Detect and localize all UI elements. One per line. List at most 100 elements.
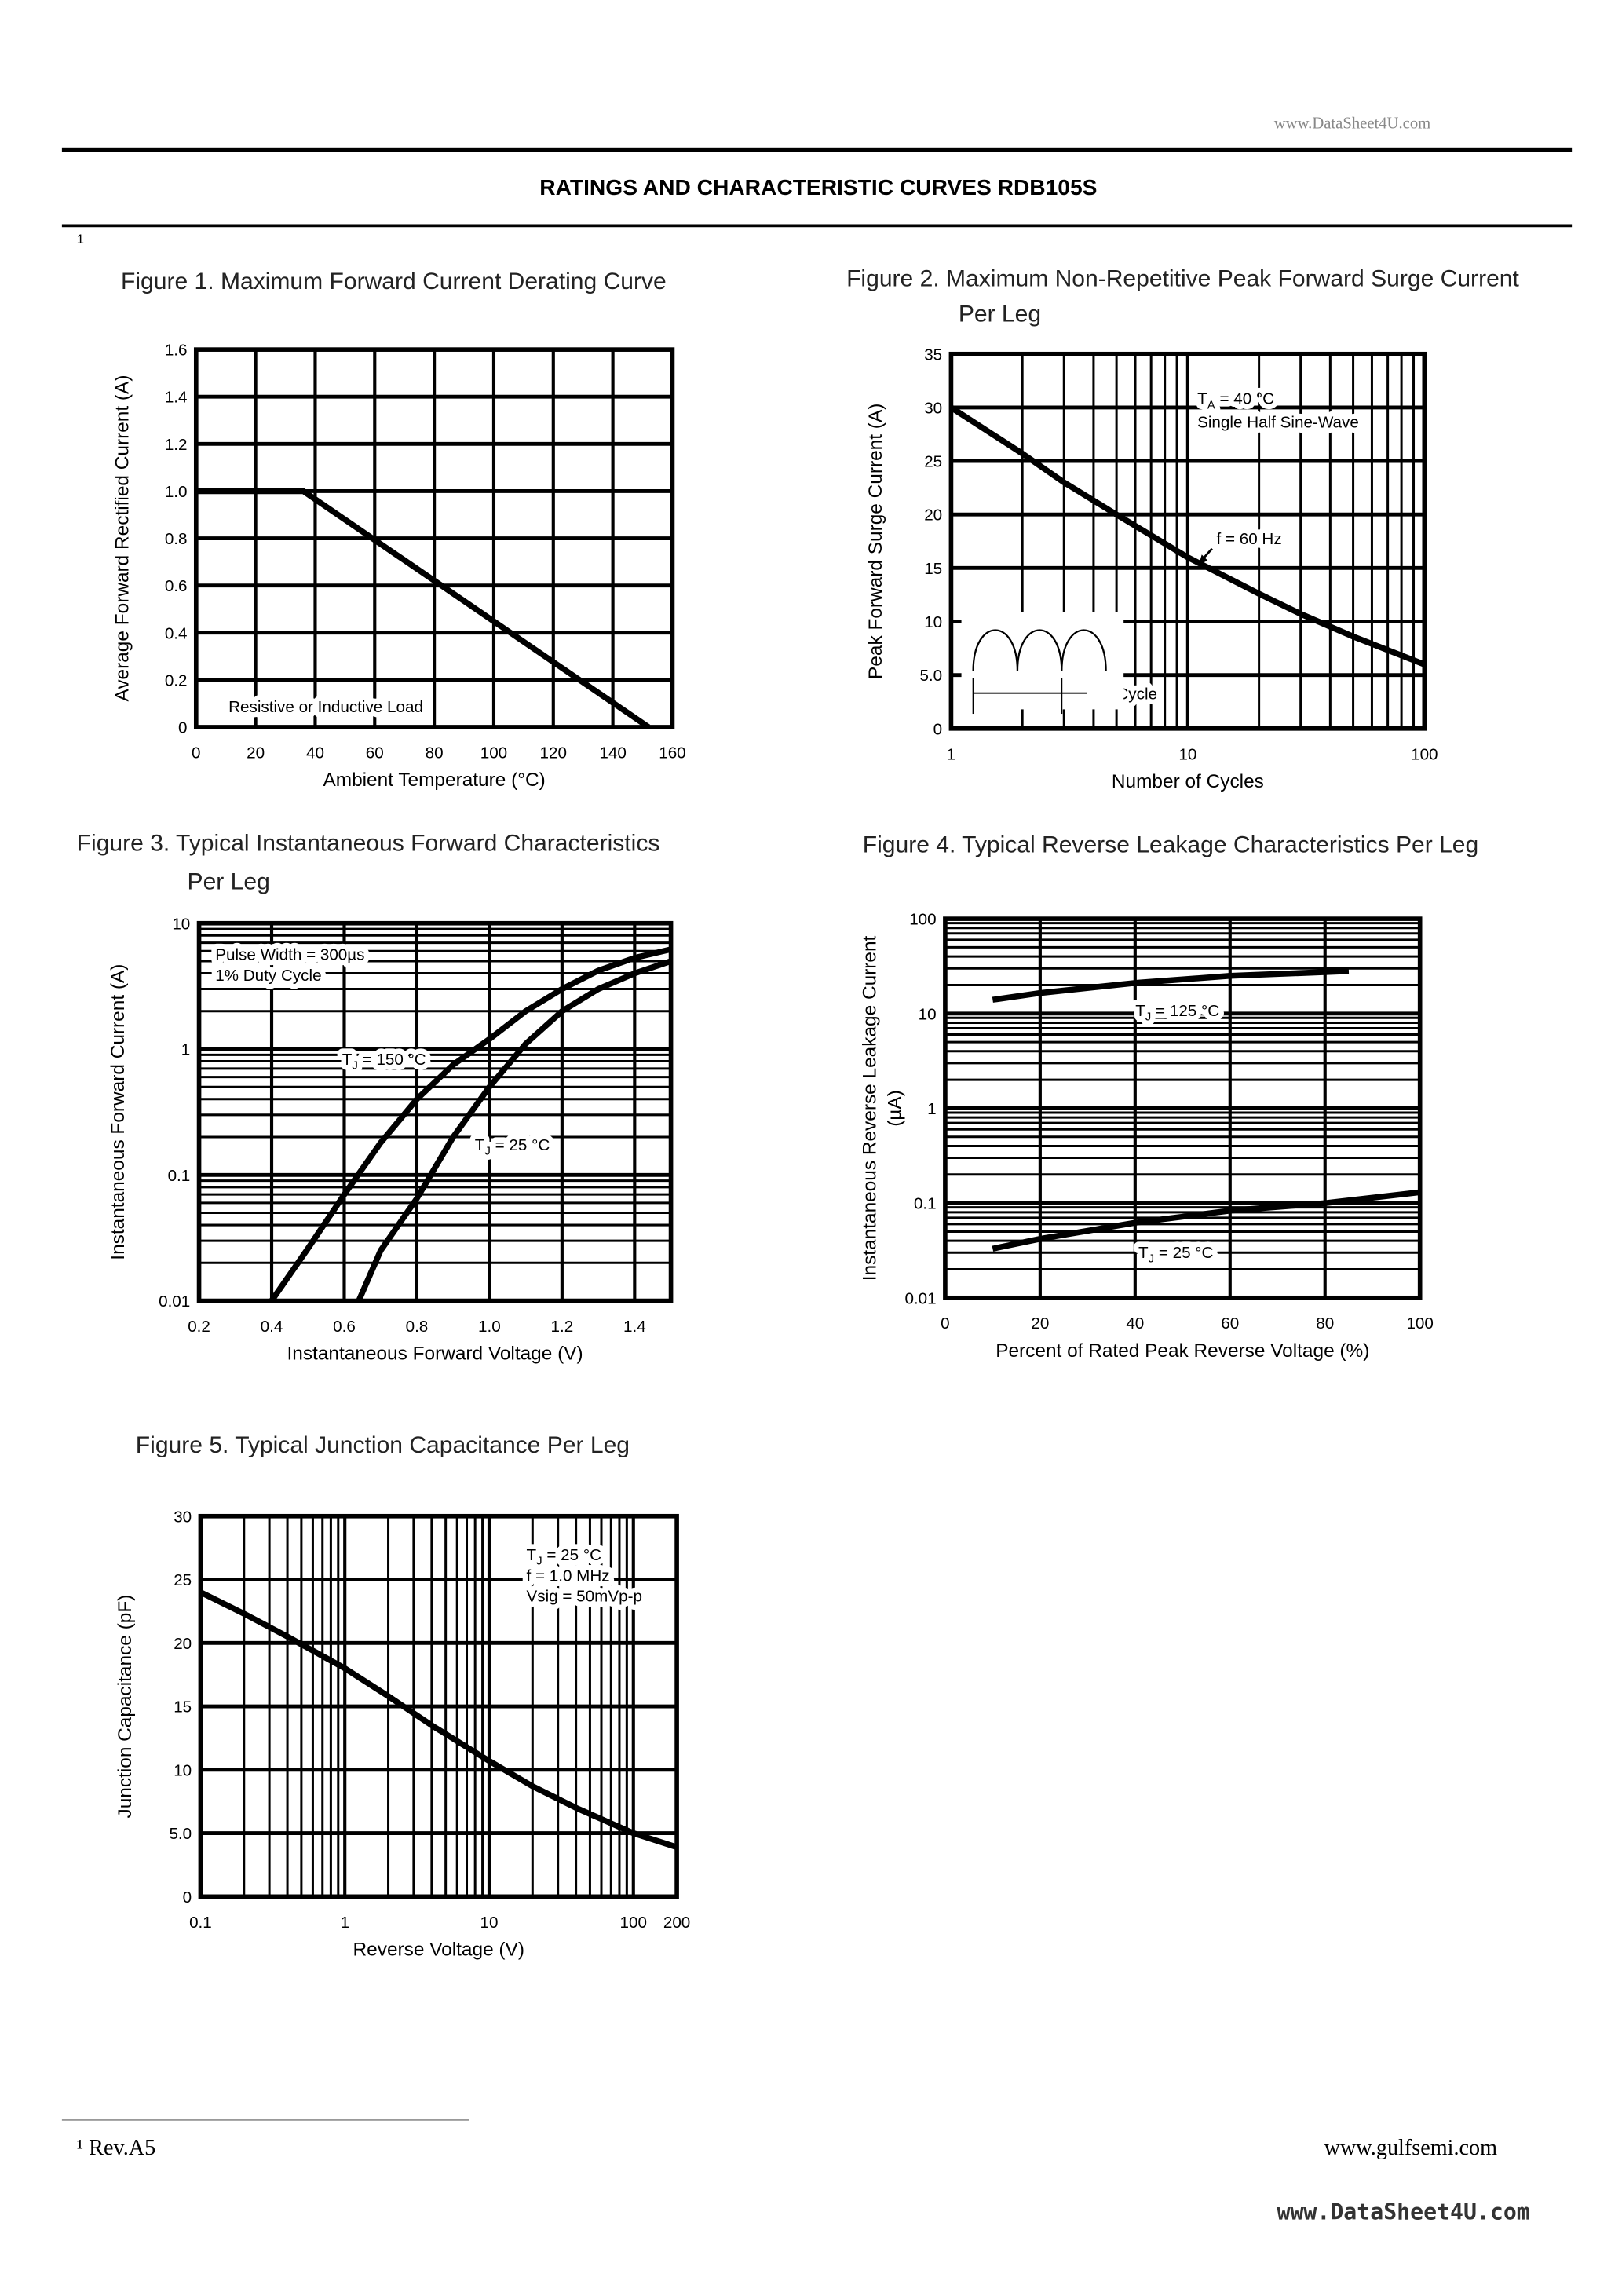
annotation-symbol: T	[527, 1546, 537, 1564]
revision-label: ¹ Rev.A5	[76, 2137, 156, 2161]
series-line-1	[269, 946, 672, 1303]
x-tick-label: 100	[1406, 1314, 1433, 1333]
y-axis-label: Instantaneous Reverse Leakage Current	[860, 935, 881, 1281]
x-tick-label: 1.4	[623, 1318, 646, 1336]
y-tick-label: 0.01	[159, 1292, 190, 1311]
x-tick-label: 10	[480, 1914, 499, 1932]
x-tick-label: 200	[663, 1914, 690, 1932]
series-line-1	[992, 968, 1350, 1003]
gridlines	[199, 1514, 678, 1899]
y-tick-label: 0	[178, 718, 187, 737]
figure-5-title: Figure 5. Typical Junction Capacitance P…	[135, 1433, 630, 1459]
half-sine-waveform-icon	[972, 629, 1107, 671]
annotation-subscript: J	[1145, 1011, 1152, 1024]
x-tick-label: 0	[192, 744, 200, 762]
x-tick-label: 10	[1178, 745, 1196, 763]
page-title: RATINGS AND CHARACTERISTIC CURVES RDB105…	[539, 175, 1098, 201]
y-tick-label: 100	[909, 911, 936, 929]
annotation: Single Half Sine-Wave	[1197, 414, 1359, 432]
x-tick-label: 20	[1031, 1314, 1049, 1333]
chart-3: 0.2 0.4 0.6 0.8 1.0 1.2 1.4 0.01 0.1 1 10 Instantan…	[108, 915, 674, 1365]
chart-2: 1 10 100 0 5.0 10 15 20 25 30 35 Number of Cycles Pe…	[865, 345, 1438, 792]
plot-frame	[943, 916, 1423, 1300]
y-tick-label: 0.4	[165, 624, 188, 642]
annotation-symbol: T	[342, 1051, 353, 1069]
gridlines	[194, 347, 674, 729]
chart-5: 0.1 1 10 100 200 0 5.0 10 15 20 25 30 Reverse Voltag…	[115, 1508, 690, 1960]
y-tick-label: 1.2	[165, 436, 188, 454]
x-tick-label: 100	[480, 744, 507, 762]
y-axis-label: Instantaneous Forward Current (A)	[108, 964, 129, 1260]
x-tick-label: 100	[620, 1914, 647, 1932]
annotation-value: = 25 °C	[1154, 1244, 1213, 1262]
x-tick-label: 20	[247, 744, 265, 762]
annotation-symbol: T	[475, 1136, 485, 1154]
y-axis-label-unit: (µA)	[885, 1090, 906, 1127]
website-link[interactable]: www.gulfsemi.com	[1324, 2137, 1497, 2161]
figure-3-title: Figure 3. Typical Instantaneous Forward …	[76, 832, 660, 857]
series-line-2	[992, 1189, 1421, 1252]
figure-4-title: Figure 4. Typical Reverse Leakage Charac…	[862, 833, 1479, 859]
y-tick-label: 15	[924, 560, 942, 578]
y-tick-label: 1	[927, 1100, 936, 1118]
chart-1: 0 20 40 60 80 100 120 140 160 0 0.2 0.4 0.6 0.8 1.0 1.2…	[111, 342, 685, 791]
annotation-symbol: T	[1197, 390, 1207, 408]
x-tick-label: 0.1	[189, 1914, 212, 1932]
plot-frame	[198, 1513, 679, 1899]
waveform-inset-bg	[961, 612, 1124, 710]
watermark-bottom: www.DataSheet4U.com	[1277, 2199, 1530, 2226]
annotation-value: = 150 °C	[358, 1051, 426, 1069]
y-tick-label: 1.6	[165, 342, 188, 360]
plot-frame	[193, 347, 675, 729]
annotation-value: = 125 °C	[1151, 1002, 1219, 1020]
annotation-subscript: J	[536, 1555, 542, 1568]
annotation: TJ = 125 °C	[1135, 1002, 1219, 1024]
y-tick-label: 1.4	[165, 389, 188, 407]
y-tick-label: 0	[183, 1888, 192, 1907]
figure-3-title-line2: Per Leg	[187, 870, 270, 896]
series-line-1	[949, 404, 1426, 667]
y-tick-label: 35	[924, 345, 942, 364]
plot-frame	[196, 920, 674, 1303]
y-tick-label: 0.1	[168, 1167, 191, 1185]
x-tick-label: 60	[366, 744, 384, 762]
y-tick-label: 0.01	[904, 1289, 936, 1307]
y-tick-label: 15	[174, 1698, 192, 1717]
x-tick-label: 1.0	[478, 1318, 501, 1336]
y-tick-label: 25	[924, 453, 942, 471]
annotation: Vsig = 50mVp-p	[527, 1588, 642, 1606]
y-tick-label: 10	[919, 1005, 937, 1023]
y-axis-label: Average Forward Rectified Current (A)	[111, 375, 133, 702]
y-tick-label: 0	[933, 720, 942, 738]
y-tick-label: 20	[174, 1635, 192, 1653]
x-tick-label: 0.8	[406, 1318, 429, 1336]
series-line-1	[199, 1589, 678, 1850]
annotation-subscript: J	[484, 1145, 491, 1158]
y-tick-label: 5.0	[169, 1825, 192, 1843]
x-tick-label: 80	[1316, 1314, 1334, 1333]
y-axis-label: Junction Capacitance (pF)	[115, 1595, 136, 1819]
x-axis-label: Number of Cycles	[1112, 771, 1264, 792]
series-line-2	[356, 958, 672, 1303]
y-tick-label: 20	[924, 506, 942, 525]
y-tick-label: 10	[172, 915, 190, 933]
x-tick-label: 0.4	[261, 1318, 283, 1336]
x-tick-label: 1	[340, 1914, 349, 1932]
x-tick-label: 1.2	[551, 1318, 574, 1336]
y-tick-label: 10	[174, 1761, 192, 1779]
x-tick-label: 80	[426, 744, 444, 762]
x-tick-label: 1	[947, 745, 955, 763]
annotation: f = 60 Hz	[1216, 530, 1281, 548]
x-tick-label: 0.2	[188, 1318, 210, 1336]
annotation: TJ = 25 °C	[475, 1136, 550, 1158]
annotation: 1% Duty Cycle	[215, 967, 321, 985]
x-tick-label: 160	[659, 744, 685, 762]
y-tick-label: 0.8	[165, 530, 188, 548]
x-axis-label: Instantaneous Forward Voltage (V)	[287, 1344, 583, 1365]
x-tick-label: 120	[540, 744, 567, 762]
x-tick-label: 0	[941, 1314, 949, 1333]
y-tick-label: 0.6	[165, 577, 188, 595]
y-tick-label: 30	[174, 1508, 192, 1526]
figure-2-title: Figure 2. Maximum Non-Repetitive Peak Fo…	[846, 266, 1519, 292]
